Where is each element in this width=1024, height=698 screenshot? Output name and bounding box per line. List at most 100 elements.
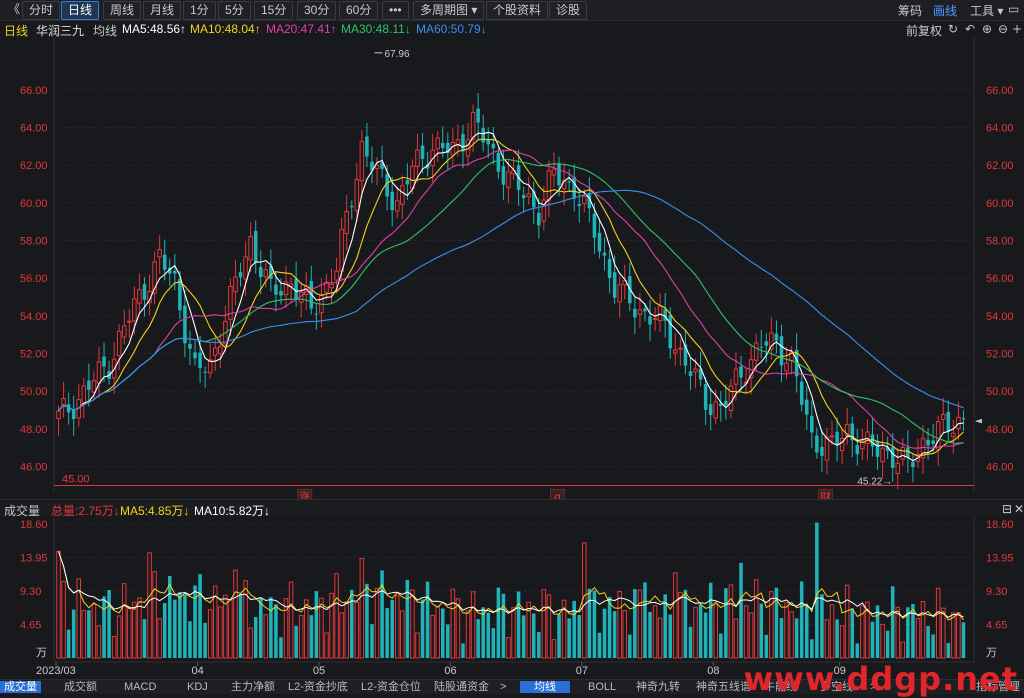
back-button[interactable]: 《	[8, 2, 21, 16]
tab-1min[interactable]: 1分	[183, 1, 216, 20]
volume-bar	[354, 601, 360, 659]
volume-bar	[183, 594, 187, 658]
candle	[880, 431, 885, 479]
draw-line-button[interactable]: 画线	[933, 4, 958, 18]
date-tick-label: 2023/03	[36, 665, 76, 677]
candle	[753, 333, 759, 372]
adjust-label[interactable]: 前复权	[906, 24, 943, 38]
window-icon[interactable]: ▭	[1008, 2, 1020, 16]
stock-profile-button[interactable]: 个股资料	[486, 1, 549, 20]
candle-body	[198, 352, 202, 369]
tab-more-left[interactable]: >	[500, 681, 507, 693]
ma30-value: MA30:48.11↓	[341, 22, 411, 36]
volume-bar	[415, 632, 420, 659]
candle-body	[719, 403, 723, 406]
candle	[425, 151, 430, 177]
close-icon[interactable]: ✕	[1014, 502, 1024, 516]
tab-5min[interactable]: 5分	[218, 1, 251, 20]
undo-icon[interactable]: ↶	[965, 22, 976, 36]
volume-bar	[815, 522, 819, 658]
volume-bar	[385, 608, 389, 658]
tab-kdj[interactable]: KDJ	[187, 681, 208, 693]
candle	[860, 428, 865, 461]
volume-bar	[678, 591, 683, 659]
diagnose-button[interactable]: 诊股	[549, 1, 588, 20]
volume-bar	[728, 584, 734, 659]
candle-body	[633, 308, 637, 318]
volume-bar	[470, 591, 476, 659]
candle	[546, 160, 552, 218]
expand-icon[interactable]: ⊟	[1002, 502, 1013, 516]
tools-dropdown[interactable]: 工具 ▾	[970, 4, 1004, 18]
tab-l2-bottom[interactable]: L2-资金抄底	[288, 681, 348, 693]
candle-body	[895, 462, 901, 474]
volume-bar	[258, 597, 263, 658]
tab-boll[interactable]: BOLL	[588, 681, 617, 693]
refresh-icon[interactable]: ↻	[948, 22, 959, 36]
volume-bar	[486, 612, 491, 658]
volume-bar	[708, 582, 713, 658]
volume-bar	[137, 597, 142, 659]
volume-bar	[269, 597, 273, 658]
candle-body	[329, 283, 334, 289]
candle-body	[668, 315, 673, 349]
tab-volume[interactable]: 成交量	[0, 681, 41, 693]
tab-magic-nine[interactable]: 神奇九转	[636, 681, 680, 693]
candle	[394, 186, 400, 219]
tab-60min[interactable]: 60分	[339, 1, 379, 20]
zoom-out-icon[interactable]: ⊖	[998, 22, 1009, 36]
tab-30min[interactable]: 30分	[297, 1, 337, 20]
candle	[673, 333, 678, 366]
price-chart[interactable]: 66.00 64.00 62.00 60.00 58.00 56.00 54.00 52.00…	[0, 37, 1024, 499]
tab-weekly[interactable]: 周线	[103, 1, 142, 20]
tab-main-net[interactable]: 主力净额	[231, 681, 275, 693]
tab-ma[interactable]: 均线	[520, 681, 570, 693]
candle-body	[152, 261, 157, 294]
candle	[481, 114, 485, 152]
volume-bar	[87, 610, 91, 658]
add-icon[interactable]: +	[1012, 22, 1023, 36]
tab-daily[interactable]: 日线	[61, 1, 100, 20]
tab-magic-five[interactable]: 神奇五线谱	[696, 681, 751, 693]
tab-15min[interactable]: 15分	[254, 1, 294, 20]
candle-body	[521, 195, 526, 199]
multi-period-dropdown[interactable]: 多周期图 ▾	[413, 1, 485, 20]
more-button[interactable]: •••	[382, 1, 409, 20]
tab-l2-position[interactable]: L2-资金仓位	[361, 681, 421, 693]
event-mark-box	[550, 488, 565, 499]
volume-bar	[774, 587, 779, 658]
candle	[203, 366, 207, 388]
tab-turnover[interactable]: 成交额	[64, 681, 97, 693]
candle	[314, 304, 319, 330]
candle-body	[537, 212, 541, 226]
volume-bar	[824, 619, 830, 659]
avg-label[interactable]: 均线	[93, 24, 118, 38]
volume-bar	[511, 607, 516, 659]
candle	[263, 262, 269, 288]
candle	[779, 324, 784, 383]
candle-body	[663, 308, 667, 321]
candle	[248, 222, 253, 273]
tab-monthly[interactable]: 月线	[143, 1, 182, 20]
date-tick-label: 04	[192, 665, 204, 677]
volume-bar	[652, 605, 658, 659]
volume-bar	[223, 594, 228, 659]
price-tick-label-left: 62.00	[20, 160, 48, 172]
tab-hk-connect[interactable]: 陆股通资金	[434, 681, 489, 693]
tab-more-right[interactable]: >	[870, 681, 877, 693]
candle-body	[688, 371, 693, 376]
zoom-in-icon[interactable]: ⊕	[982, 22, 993, 36]
candle	[678, 339, 683, 366]
candle-body	[850, 423, 855, 441]
volume-bar	[167, 575, 172, 658]
candle-body	[142, 284, 147, 300]
tab-indicator-manage[interactable]: 指标管理	[976, 681, 1020, 693]
tab-timeshare[interactable]: 分时	[22, 1, 61, 20]
tab-long-short[interactable]: 多空线	[820, 681, 853, 693]
tab-macd[interactable]: MACD	[124, 681, 157, 693]
candle-body	[860, 440, 865, 450]
candle	[961, 410, 966, 431]
tab-bull-line[interactable]: 牛能线	[764, 681, 797, 693]
chips-button[interactable]: 筹码	[898, 4, 923, 18]
